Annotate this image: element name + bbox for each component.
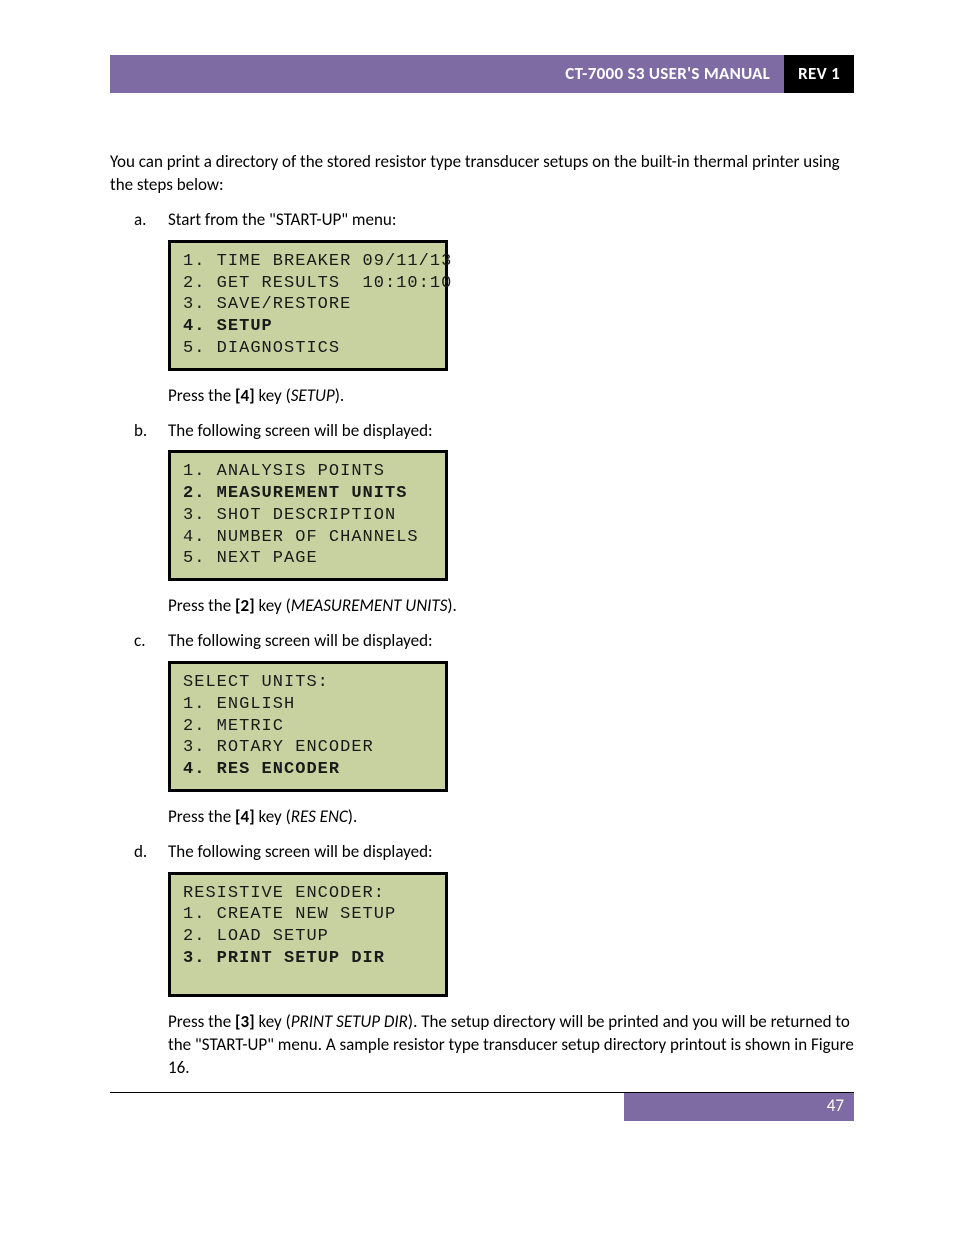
lcd-line: SELECT UNITS: — [183, 673, 329, 692]
step: b.The following screen will be displayed… — [134, 420, 854, 619]
step-after-text: Press the [3] key (PRINT SETUP DIR). The… — [168, 1011, 854, 1080]
lcd-line: 5. DIAGNOSTICS — [183, 339, 340, 358]
lcd-screen: 1. TIME BREAKER 09/11/13 2. GET RESULTS … — [168, 240, 448, 371]
lcd-line: 1. CREATE NEW SETUP — [183, 905, 396, 924]
step: a.Start from the "START-UP" menu: 1. TIME… — [134, 209, 854, 408]
header-title: CT-7000 S3 USER'S MANUAL — [551, 55, 784, 93]
page-number-block: 47 — [624, 1093, 854, 1121]
italic-label: RES ENC — [291, 806, 348, 827]
lcd-line: 1. TIME BREAKER 09/11/13 — [183, 252, 452, 271]
lcd-screen: RESISTIVE ENCODER: 1. CREATE NEW SETUP 2… — [168, 872, 448, 997]
lcd-screen: 1. ANALYSIS POINTS 2. MEASUREMENT UNITS … — [168, 450, 448, 581]
step-lead-text: The following screen will be displayed: — [168, 630, 854, 653]
step-after-text: Press the [4] key (RES ENC). — [168, 806, 854, 829]
key-label: [4] — [235, 385, 255, 406]
step-after-text: Press the [2] key (MEASUREMENT UNITS). — [168, 595, 854, 618]
text-span: Press the — [168, 595, 235, 616]
text-span: key ( — [255, 1011, 291, 1032]
text-span: ). — [447, 595, 456, 616]
step-letter: c. — [134, 630, 168, 829]
text-span: key ( — [255, 806, 291, 827]
text-span: Press the — [168, 806, 235, 827]
italic-label: SETUP — [291, 385, 335, 406]
step-lead-text: The following screen will be displayed: — [168, 420, 854, 443]
lcd-line: 2. LOAD SETUP — [183, 927, 329, 946]
step: d.The following screen will be displayed… — [134, 841, 854, 1080]
text-span: ). — [335, 385, 344, 406]
text-span: Press the — [168, 1011, 235, 1032]
footer-bar: 47 — [110, 1093, 854, 1121]
key-label: [4] — [235, 806, 255, 827]
step-content: Start from the "START-UP" menu: 1. TIME B… — [168, 209, 854, 408]
italic-label: PRINT SETUP DIR — [291, 1011, 408, 1032]
steps-list: a.Start from the "START-UP" menu: 1. TIME… — [134, 209, 854, 1080]
header-spacer — [110, 55, 551, 93]
step-content: The following screen will be displayed: S… — [168, 630, 854, 829]
lcd-line: 4. NUMBER OF CHANNELS — [183, 528, 419, 547]
header-bar: CT-7000 S3 USER'S MANUAL REV 1 — [110, 55, 854, 93]
key-label: [3] — [235, 1011, 255, 1032]
lcd-line: 3. PRINT SETUP DIR — [183, 949, 385, 968]
text-span: key ( — [255, 385, 291, 406]
step: c.The following screen will be displayed… — [134, 630, 854, 829]
key-label: [2] — [235, 595, 255, 616]
lcd-screen: SELECT UNITS: 1. ENGLISH 2. METRIC 3. RO… — [168, 661, 448, 792]
lcd-line: 2. MEASUREMENT UNITS — [183, 484, 407, 503]
header-rev: REV 1 — [784, 55, 854, 93]
lcd-line: RESISTIVE ENCODER: — [183, 884, 385, 903]
text-span: Press the — [168, 385, 235, 406]
footer-spacer — [110, 1093, 624, 1121]
lcd-line: 1. ENGLISH — [183, 695, 295, 714]
lcd-line: 2. GET RESULTS 10:10:10 — [183, 274, 452, 293]
step-after-text: Press the [4] key (SETUP). — [168, 385, 854, 408]
lcd-line: 3. SAVE/RESTORE — [183, 295, 351, 314]
step-letter: b. — [134, 420, 168, 619]
step-lead-text: The following screen will be displayed: — [168, 841, 854, 864]
lcd-line: 3. ROTARY ENCODER — [183, 738, 374, 757]
step-letter: a. — [134, 209, 168, 408]
intro-text: You can print a directory of the stored … — [110, 151, 854, 197]
page-container: CT-7000 S3 USER'S MANUAL REV 1 You can p… — [0, 0, 954, 1235]
italic-label: MEASUREMENT UNITS — [291, 595, 448, 616]
text-span: key ( — [255, 595, 291, 616]
lcd-line: 5. NEXT PAGE — [183, 549, 318, 568]
step-lead-text: Start from the "START-UP" menu: — [168, 209, 854, 232]
lcd-line: 4. RES ENCODER — [183, 760, 340, 779]
step-content: The following screen will be displayed: R… — [168, 841, 854, 1080]
page-number: 47 — [827, 1095, 844, 1118]
lcd-line: 3. SHOT DESCRIPTION — [183, 506, 396, 525]
step-content: The following screen will be displayed: 1… — [168, 420, 854, 619]
lcd-line: 4. SETUP — [183, 317, 273, 336]
lcd-line: 2. METRIC — [183, 717, 284, 736]
lcd-line: 1. ANALYSIS POINTS — [183, 462, 385, 481]
text-span: ). — [348, 806, 357, 827]
step-letter: d. — [134, 841, 168, 1080]
